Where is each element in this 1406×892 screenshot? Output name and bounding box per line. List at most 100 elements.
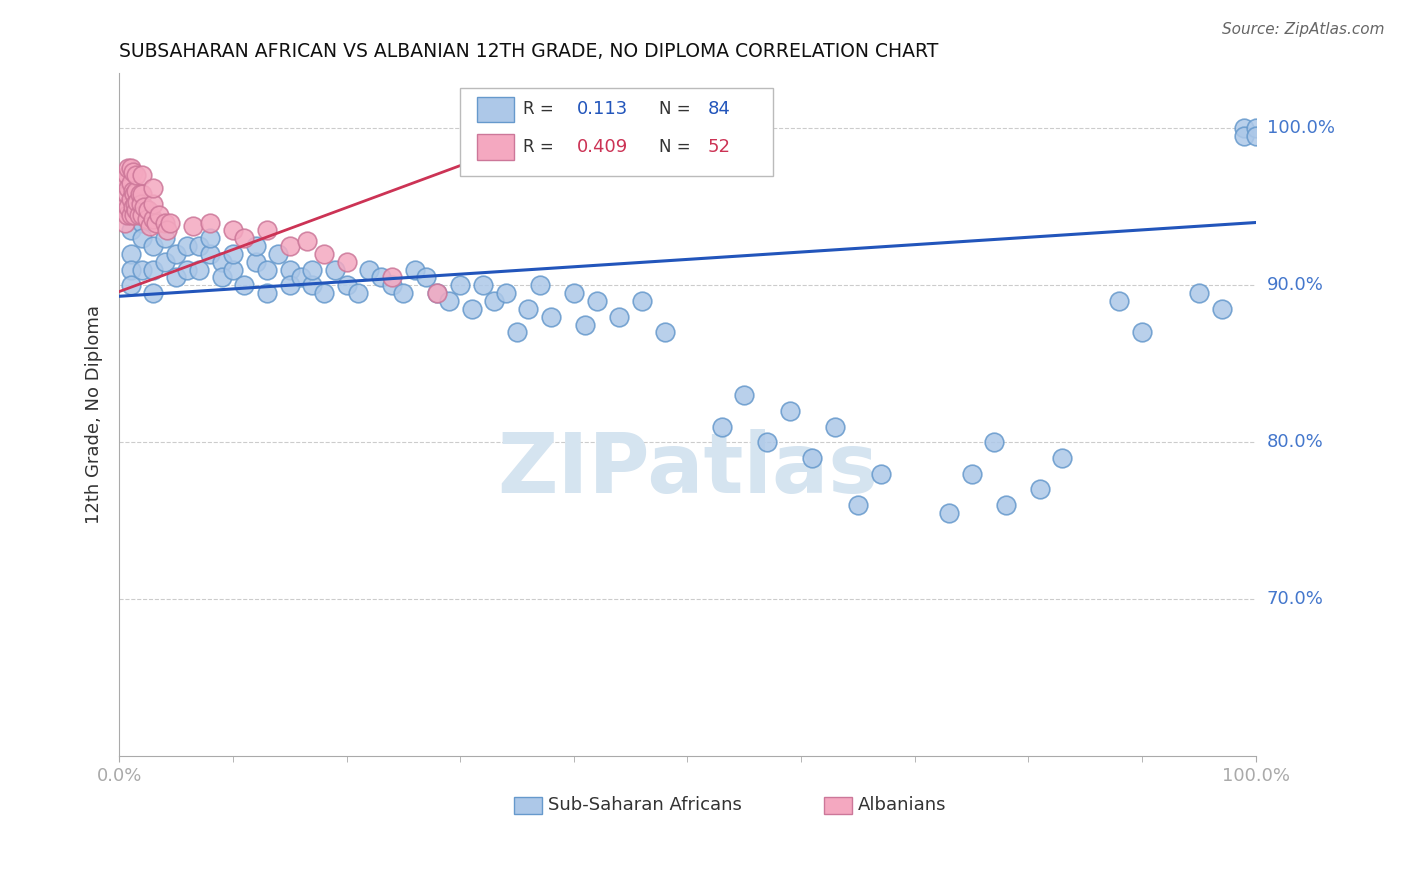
- Point: [153, 215, 176, 229]
- Point: [120, 192, 142, 206]
- Point: [125, 169, 148, 183]
- Point: [117, 161, 139, 175]
- Point: [312, 247, 335, 261]
- Point: [131, 231, 153, 245]
- Point: [484, 293, 506, 308]
- Text: 0.409: 0.409: [578, 138, 628, 156]
- Point: [122, 208, 145, 222]
- Point: [290, 270, 312, 285]
- Point: [381, 270, 404, 285]
- Point: [117, 181, 139, 195]
- Point: [233, 231, 256, 245]
- Point: [347, 286, 370, 301]
- Point: [142, 212, 165, 227]
- Point: [120, 176, 142, 190]
- Point: [256, 223, 278, 237]
- Point: [1244, 121, 1267, 136]
- Point: [187, 239, 209, 253]
- Point: [631, 293, 654, 308]
- Point: [607, 310, 630, 324]
- Point: [165, 270, 187, 285]
- Point: [122, 184, 145, 198]
- Point: [574, 318, 596, 332]
- Point: [131, 215, 153, 229]
- Point: [198, 231, 221, 245]
- Text: N =: N =: [659, 138, 690, 156]
- Point: [142, 196, 165, 211]
- Point: [245, 239, 267, 253]
- Point: [710, 419, 733, 434]
- Point: [156, 223, 179, 237]
- Point: [142, 262, 165, 277]
- FancyBboxPatch shape: [477, 96, 513, 122]
- Point: [115, 169, 138, 183]
- Point: [426, 286, 449, 301]
- Text: 100.0%: 100.0%: [1267, 120, 1334, 137]
- Point: [779, 404, 801, 418]
- Point: [142, 181, 165, 195]
- Point: [122, 200, 145, 214]
- Point: [824, 419, 846, 434]
- Point: [381, 278, 404, 293]
- Point: [295, 235, 318, 249]
- Point: [278, 262, 301, 277]
- Point: [301, 262, 323, 277]
- Point: [415, 270, 437, 285]
- Point: [938, 506, 960, 520]
- Point: [117, 200, 139, 214]
- Point: [756, 435, 779, 450]
- Point: [471, 278, 494, 293]
- Point: [392, 286, 415, 301]
- Point: [233, 278, 256, 293]
- Point: [529, 278, 551, 293]
- Point: [120, 247, 142, 261]
- Text: 84: 84: [707, 101, 731, 119]
- Point: [120, 161, 142, 175]
- Text: Source: ZipAtlas.com: Source: ZipAtlas.com: [1222, 22, 1385, 37]
- Point: [128, 187, 150, 202]
- Point: [211, 254, 233, 268]
- Point: [1244, 129, 1267, 144]
- Point: [801, 450, 824, 465]
- Point: [131, 262, 153, 277]
- Point: [120, 223, 142, 237]
- Point: [267, 247, 290, 261]
- Point: [114, 215, 136, 229]
- Point: [134, 200, 156, 214]
- Point: [1188, 286, 1211, 301]
- Point: [136, 202, 159, 217]
- Point: [404, 262, 426, 277]
- Point: [585, 293, 607, 308]
- Point: [176, 239, 198, 253]
- Point: [301, 278, 323, 293]
- Point: [153, 231, 176, 245]
- Point: [256, 262, 278, 277]
- Point: [114, 176, 136, 190]
- FancyBboxPatch shape: [477, 135, 513, 161]
- Point: [1233, 129, 1256, 144]
- FancyBboxPatch shape: [824, 797, 852, 814]
- Point: [131, 208, 153, 222]
- Point: [869, 467, 891, 481]
- Point: [153, 254, 176, 268]
- Point: [159, 215, 181, 229]
- Text: Albanians: Albanians: [858, 797, 946, 814]
- Point: [506, 326, 529, 340]
- Point: [115, 187, 138, 202]
- Point: [278, 278, 301, 293]
- Point: [517, 301, 540, 316]
- Point: [122, 165, 145, 179]
- Text: R =: R =: [523, 101, 554, 119]
- Point: [278, 239, 301, 253]
- Text: R =: R =: [523, 138, 554, 156]
- Point: [562, 286, 585, 301]
- Point: [245, 254, 267, 268]
- Point: [1130, 326, 1153, 340]
- Point: [222, 262, 245, 277]
- Point: [654, 326, 676, 340]
- Text: 52: 52: [707, 138, 731, 156]
- Point: [122, 187, 145, 202]
- Point: [540, 310, 562, 324]
- Point: [145, 215, 167, 229]
- Point: [135, 212, 157, 227]
